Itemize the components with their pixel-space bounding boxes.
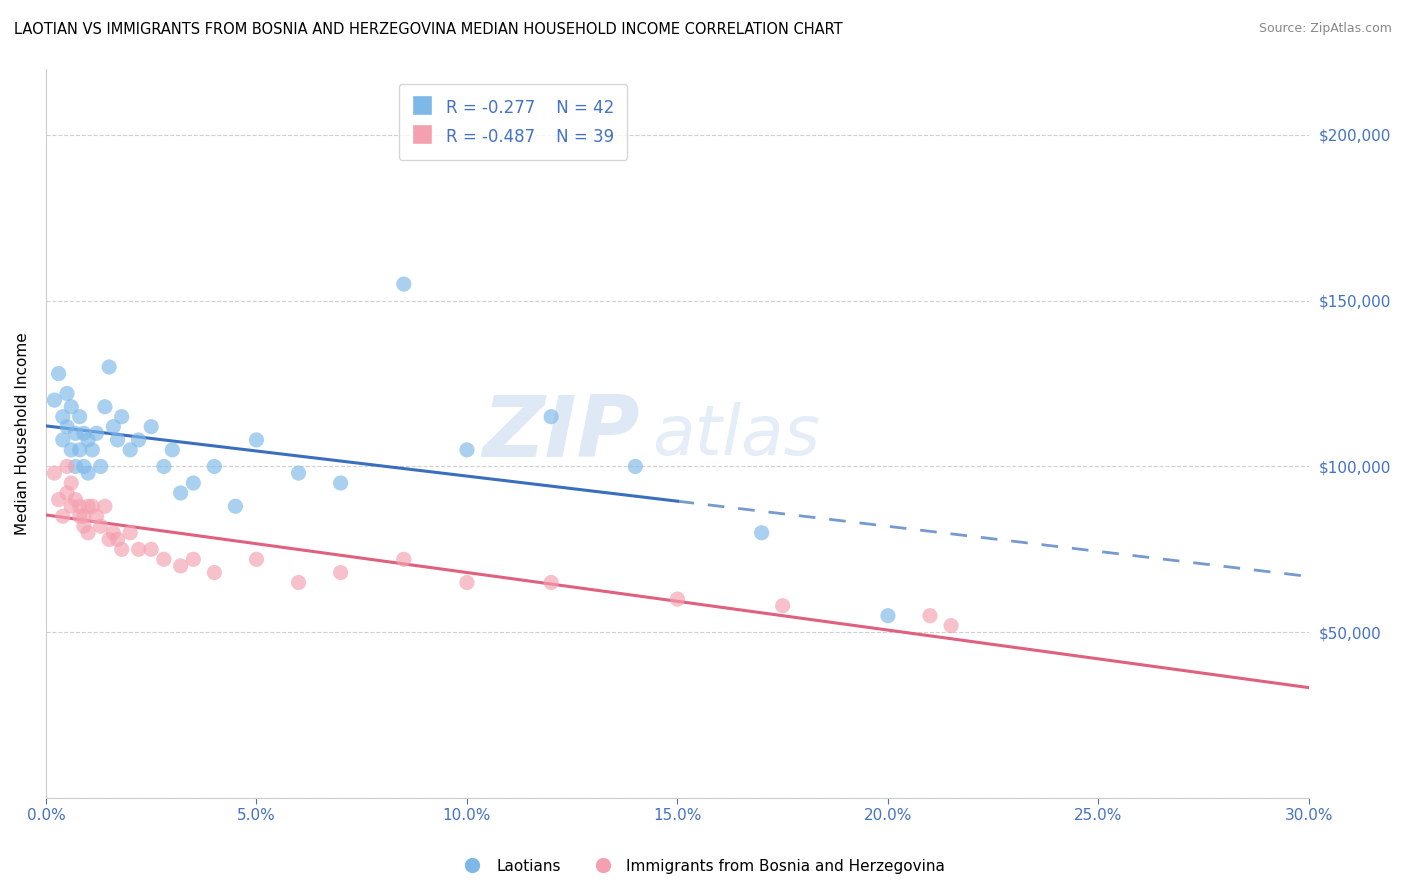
Point <box>82 500 104 514</box>
Point <box>153 459 176 474</box>
Point <box>60 500 83 514</box>
Point <box>60 442 83 457</box>
Point <box>94 500 117 514</box>
Point <box>877 608 900 623</box>
Point <box>65 426 87 441</box>
Y-axis label: Median Household Income: Median Household Income <box>15 332 30 534</box>
Point <box>392 277 415 291</box>
Point <box>128 542 150 557</box>
Point <box>245 552 267 566</box>
Point <box>56 459 79 474</box>
Point <box>107 533 129 547</box>
Point <box>456 442 478 457</box>
Text: Source: ZipAtlas.com: Source: ZipAtlas.com <box>1258 22 1392 36</box>
Point <box>456 575 478 590</box>
Point <box>73 426 96 441</box>
Point <box>202 459 225 474</box>
Point <box>86 426 108 441</box>
Point <box>73 459 96 474</box>
Point <box>224 500 246 514</box>
Point <box>90 519 112 533</box>
Point <box>77 525 100 540</box>
Point <box>69 509 91 524</box>
Point <box>918 608 941 623</box>
Point <box>181 476 204 491</box>
Point <box>120 442 142 457</box>
Point <box>60 476 83 491</box>
Point <box>202 566 225 580</box>
Point <box>77 433 100 447</box>
Point <box>103 419 125 434</box>
Point <box>73 519 96 533</box>
Point <box>44 393 66 408</box>
Point <box>772 599 794 613</box>
Point <box>69 500 91 514</box>
Legend: Laotians, Immigrants from Bosnia and Herzegovina: Laotians, Immigrants from Bosnia and Her… <box>454 853 952 880</box>
Point <box>624 459 647 474</box>
Text: LAOTIAN VS IMMIGRANTS FROM BOSNIA AND HERZEGOVINA MEDIAN HOUSEHOLD INCOME CORREL: LAOTIAN VS IMMIGRANTS FROM BOSNIA AND HE… <box>14 22 842 37</box>
Point <box>111 409 134 424</box>
Point <box>392 552 415 566</box>
Point <box>170 558 193 573</box>
Point <box>111 542 134 557</box>
Point <box>56 419 79 434</box>
Point <box>98 359 121 374</box>
Point <box>329 566 352 580</box>
Point <box>329 476 352 491</box>
Point <box>77 500 100 514</box>
Point <box>107 433 129 447</box>
Point <box>56 386 79 401</box>
Point <box>141 419 163 434</box>
Point <box>153 552 176 566</box>
Point <box>120 525 142 540</box>
Point <box>162 442 184 457</box>
Point <box>170 486 193 500</box>
Point <box>44 466 66 480</box>
Text: ZIP: ZIP <box>482 392 640 475</box>
Point <box>751 525 773 540</box>
Point <box>128 433 150 447</box>
Point <box>69 409 91 424</box>
Point <box>103 525 125 540</box>
Text: atlas: atlas <box>652 402 820 469</box>
Point <box>98 533 121 547</box>
Point <box>94 400 117 414</box>
Point <box>540 409 562 424</box>
Point <box>939 618 962 632</box>
Point <box>48 492 70 507</box>
Point <box>82 442 104 457</box>
Point <box>65 459 87 474</box>
Point <box>69 442 91 457</box>
Point <box>73 509 96 524</box>
Point <box>52 433 75 447</box>
Point <box>181 552 204 566</box>
Point <box>245 433 267 447</box>
Point <box>48 367 70 381</box>
Point <box>287 575 309 590</box>
Point <box>52 509 75 524</box>
Point <box>287 466 309 480</box>
Point <box>77 466 100 480</box>
Point <box>52 409 75 424</box>
Legend: R = -0.277    N = 42, R = -0.487    N = 39: R = -0.277 N = 42, R = -0.487 N = 39 <box>399 84 627 160</box>
Point <box>86 509 108 524</box>
Point <box>90 459 112 474</box>
Point <box>540 575 562 590</box>
Point <box>666 592 689 607</box>
Point <box>141 542 163 557</box>
Point <box>56 486 79 500</box>
Point <box>60 400 83 414</box>
Point <box>65 492 87 507</box>
